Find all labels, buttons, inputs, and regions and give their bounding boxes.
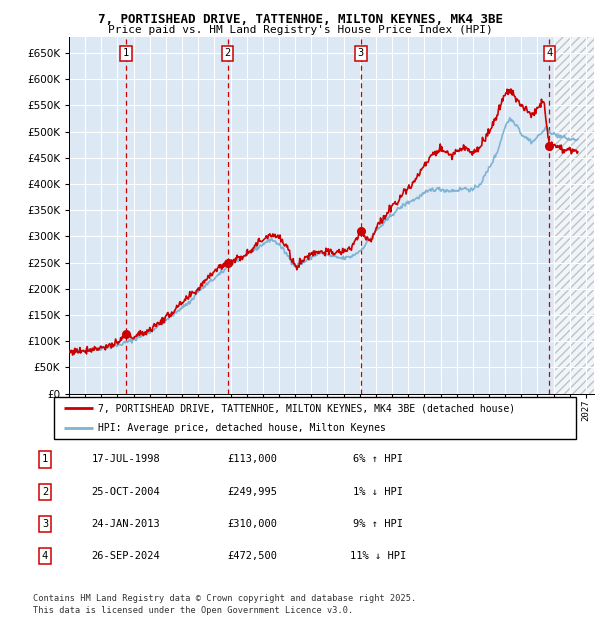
Text: 1: 1 — [42, 454, 48, 464]
Text: 4: 4 — [42, 551, 48, 561]
Text: 2: 2 — [224, 48, 231, 58]
Text: 17-JUL-1998: 17-JUL-1998 — [92, 454, 160, 464]
Text: 25-OCT-2004: 25-OCT-2004 — [92, 487, 160, 497]
Text: 7, PORTISHEAD DRIVE, TATTENHOE, MILTON KEYNES, MK4 3BE: 7, PORTISHEAD DRIVE, TATTENHOE, MILTON K… — [97, 14, 503, 26]
Text: 11% ↓ HPI: 11% ↓ HPI — [350, 551, 406, 561]
Bar — [554, 37, 594, 394]
Text: 24-JAN-2013: 24-JAN-2013 — [92, 519, 160, 529]
Text: £249,995: £249,995 — [227, 487, 277, 497]
Text: 7, PORTISHEAD DRIVE, TATTENHOE, MILTON KEYNES, MK4 3BE (detached house): 7, PORTISHEAD DRIVE, TATTENHOE, MILTON K… — [98, 403, 515, 413]
Text: £472,500: £472,500 — [227, 551, 277, 561]
Text: Price paid vs. HM Land Registry's House Price Index (HPI): Price paid vs. HM Land Registry's House … — [107, 25, 493, 35]
Text: 1% ↓ HPI: 1% ↓ HPI — [353, 487, 403, 497]
Text: £113,000: £113,000 — [227, 454, 277, 464]
Text: 3: 3 — [358, 48, 364, 58]
Text: 6% ↑ HPI: 6% ↑ HPI — [353, 454, 403, 464]
Text: 1: 1 — [123, 48, 130, 58]
Text: 2: 2 — [42, 487, 48, 497]
Text: Contains HM Land Registry data © Crown copyright and database right 2025.
This d: Contains HM Land Registry data © Crown c… — [33, 593, 416, 615]
Text: 26-SEP-2024: 26-SEP-2024 — [92, 551, 160, 561]
Text: 4: 4 — [546, 48, 553, 58]
Text: HPI: Average price, detached house, Milton Keynes: HPI: Average price, detached house, Milt… — [98, 423, 386, 433]
Text: 9% ↑ HPI: 9% ↑ HPI — [353, 519, 403, 529]
Text: £310,000: £310,000 — [227, 519, 277, 529]
Text: 3: 3 — [42, 519, 48, 529]
